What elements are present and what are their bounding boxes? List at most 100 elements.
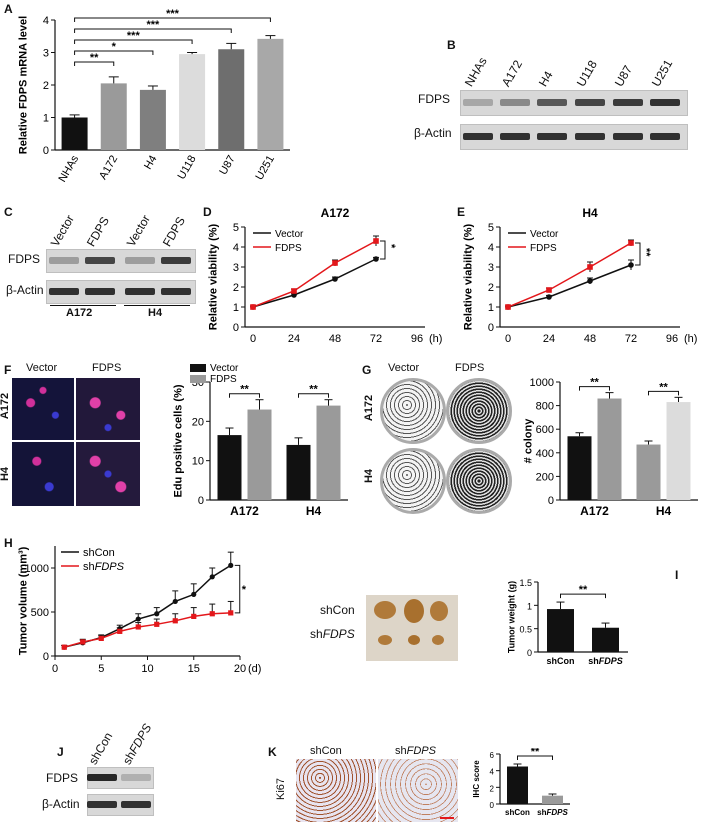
chart-a-ytick-label-4: 4 xyxy=(43,15,49,27)
tumor-shfdps-1 xyxy=(378,635,392,645)
blot-band-1-0 xyxy=(87,801,117,808)
chart-i-ytick-label-2: 1 xyxy=(527,601,532,611)
colony-plate-vector-h4 xyxy=(380,448,446,514)
chart-d-xtick-label-1: 24 xyxy=(288,333,300,345)
chart-f-ylabel: Edu positive cells (%) xyxy=(172,384,184,497)
chart-h-series-0-point-7 xyxy=(191,591,197,597)
chart-e-legend-label-1: FDPS xyxy=(530,243,557,254)
chart-a-xtick-label-1: A172 xyxy=(97,154,120,182)
chart-e-series-1-point-3 xyxy=(628,240,634,246)
ihc-col-shcon: shCon xyxy=(310,745,342,757)
blot-band-0-2 xyxy=(125,257,155,264)
edu-image-vector-h4 xyxy=(12,442,74,506)
chart-a-bar-0 xyxy=(61,117,88,150)
chart-i-bar-0 xyxy=(547,609,574,652)
panel-g-row-a172: A172 xyxy=(363,394,376,422)
colony-plate-vector-a172 xyxy=(380,378,446,444)
edu-image-fdps-h4 xyxy=(76,442,140,506)
blot-c-group-line-1 xyxy=(50,305,116,306)
blot-j-row-fdps: FDPS xyxy=(46,771,79,785)
colony-plate-fdps-h4 xyxy=(446,448,512,514)
chart-a-xtick-label-2: H4 xyxy=(142,154,159,172)
chart-a-sig-label-2: *** xyxy=(127,30,141,42)
chart-k-sig-bracket xyxy=(517,755,553,760)
chart-h-ytick-label-0: 0 xyxy=(43,651,49,663)
chart-e-series-1-point-0 xyxy=(505,304,511,310)
chart-f-xtick-label-0: A172 xyxy=(230,504,259,518)
blot-band-0-2 xyxy=(537,99,567,106)
chart-i-ytick-label-1: 0.5 xyxy=(519,625,532,635)
chart-e-ytick-label-0: 0 xyxy=(488,322,494,334)
blot-lane-label-2: Vector xyxy=(123,212,154,249)
chart-g-bar-0-0 xyxy=(567,436,592,500)
panel-f-edu-images: Vector FDPS A172 H4 xyxy=(0,360,160,520)
chart-h-series-0-point-9 xyxy=(228,562,234,568)
chart-e-sig-bracket xyxy=(635,242,641,266)
chart-g-ytick-label-1: 200 xyxy=(536,471,554,483)
chart-k-xtick-label-0: shCon xyxy=(505,808,530,817)
chart-d-ytick-label-0: 0 xyxy=(233,322,239,334)
chart-e-ytick-label-3: 3 xyxy=(488,262,494,274)
chart-a-bar-4 xyxy=(218,49,245,150)
chart-f-ytick-label-0: 0 xyxy=(198,495,204,507)
chart-a-sig-bracket-1 xyxy=(74,50,154,55)
chart-e-ytick-label-1: 1 xyxy=(488,302,494,314)
blot-lane-label-1: shFDPS xyxy=(119,721,155,767)
ihc-image-shfdps xyxy=(378,759,458,822)
chart-f-bar-0-1 xyxy=(247,409,272,500)
chart-f-ytick-label-1: 10 xyxy=(192,456,204,468)
chart-a-ytick-label-1: 1 xyxy=(43,113,49,125)
chart-e-series-0-point-2 xyxy=(587,278,593,284)
western-blot-j: shCon shFDPS FDPS β-Actin xyxy=(40,695,180,823)
chart-k-ihc-score: 0 2 4 6 IHC score shCon shFDPS ** xyxy=(472,748,570,817)
panel-label-k: K xyxy=(268,745,277,759)
chart-e-series-1-point-2 xyxy=(587,264,593,270)
panel-label-a: A xyxy=(4,2,13,16)
tumor-shcon-2 xyxy=(404,599,424,623)
chart-d-xtick-label-0: 0 xyxy=(250,333,256,345)
chart-e-h4-viability: 0 1 2 3 4 5 Relative viability (%) 0 24 48 72 96 (h)… xyxy=(462,206,697,345)
chart-f-legend-label-1: FDPS xyxy=(210,374,237,385)
chart-a-relative-fdps-mrna: 0 1 2 3 4 Relative FDPS mRNA level NHAs A172 H4 U… xyxy=(17,8,290,184)
chart-h-series-1-point-8 xyxy=(209,611,215,617)
chart-h-series-1-point-0 xyxy=(61,644,67,650)
chart-k-bar-1 xyxy=(542,795,563,804)
chart-d-xtick-label-2: 48 xyxy=(329,333,341,345)
blot-band-1-0 xyxy=(49,288,79,295)
blot-b-row-actin: β-Actin xyxy=(414,126,452,140)
ihc-row-ki67: Ki67 xyxy=(275,777,288,801)
chart-a-ytick-label-2: 2 xyxy=(43,80,49,92)
chart-e-title: H4 xyxy=(582,206,598,220)
chart-f-sig-bracket-0 xyxy=(229,393,260,398)
chart-a-xtick-label-3: U118 xyxy=(176,154,199,182)
blot-band-1-1 xyxy=(121,801,151,808)
blot-band-0-1 xyxy=(121,774,151,781)
chart-h-series-1-point-2 xyxy=(98,635,104,641)
chart-f-xtick-label-1: H4 xyxy=(306,504,322,518)
western-blot-b: NHAs A172 H4 U118 U87 U251 FDPS β-Actin xyxy=(410,20,700,150)
chart-f-bar-1-1 xyxy=(316,405,341,500)
chart-e-series-1-line xyxy=(507,242,632,308)
chart-f-sig-bracket-1 xyxy=(298,393,329,398)
chart-g-ytick-label-0: 0 xyxy=(548,495,554,507)
panel-label-f: F xyxy=(4,363,12,377)
blot-b-actin-strip xyxy=(460,124,688,150)
blot-band-1-5 xyxy=(650,133,680,140)
chart-f-ytick-label-2: 20 xyxy=(192,416,204,428)
chart-d-ytick-label-3: 3 xyxy=(233,262,239,274)
chart-d-series-1-point-2 xyxy=(332,260,338,266)
chart-d-series-0-point-3 xyxy=(373,256,379,262)
chart-f-sig-label-1: ** xyxy=(309,384,318,396)
blot-band-0-5 xyxy=(650,99,680,106)
tumor-shfdps-3 xyxy=(432,635,444,645)
chart-e-series-0-line xyxy=(507,264,632,308)
panel-label-d: D xyxy=(203,205,212,219)
chart-d-ytick-label-5: 5 xyxy=(233,222,239,234)
chart-g-sig-bracket-0 xyxy=(579,386,610,391)
chart-h-ylabel: Tumor volume (mm³) xyxy=(17,546,29,655)
chart-h-ytick-label-1: 500 xyxy=(31,607,49,619)
chart-a-ytick-label-0: 0 xyxy=(43,145,49,157)
chart-k-ytick-label-3: 6 xyxy=(490,751,495,760)
chart-f-edu-positive: 0102030Edu positive cells (%)A172**H4**V… xyxy=(172,363,348,518)
